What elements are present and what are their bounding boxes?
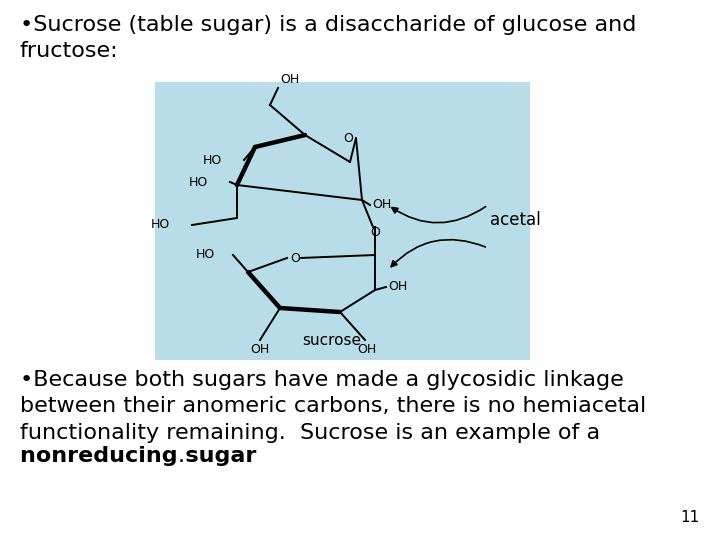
Text: HO: HO — [196, 248, 215, 261]
Text: .: . — [178, 446, 185, 466]
Text: nonreducing sugar: nonreducing sugar — [20, 446, 256, 466]
Text: O: O — [343, 132, 353, 145]
Text: acetal: acetal — [490, 211, 541, 229]
Text: sucrose: sucrose — [302, 333, 361, 348]
FancyArrowPatch shape — [391, 240, 485, 267]
Text: O: O — [290, 252, 300, 265]
Text: OH: OH — [251, 343, 269, 356]
FancyBboxPatch shape — [155, 82, 530, 360]
FancyArrowPatch shape — [392, 207, 486, 223]
Text: HO: HO — [150, 219, 170, 232]
Text: O: O — [370, 226, 380, 239]
Text: OH: OH — [357, 343, 377, 356]
Text: OH: OH — [280, 73, 300, 86]
Text: HO: HO — [189, 176, 208, 188]
Text: •Because both sugars have made a glycosidic linkage
between their anomeric carbo: •Because both sugars have made a glycosi… — [20, 370, 647, 443]
Text: OH: OH — [372, 199, 391, 212]
Text: •Sucrose (table sugar) is a disaccharide of glucose and
fructose:: •Sucrose (table sugar) is a disaccharide… — [20, 15, 636, 62]
Text: OH: OH — [388, 280, 408, 294]
Text: HO: HO — [203, 153, 222, 166]
Text: 11: 11 — [680, 510, 700, 525]
